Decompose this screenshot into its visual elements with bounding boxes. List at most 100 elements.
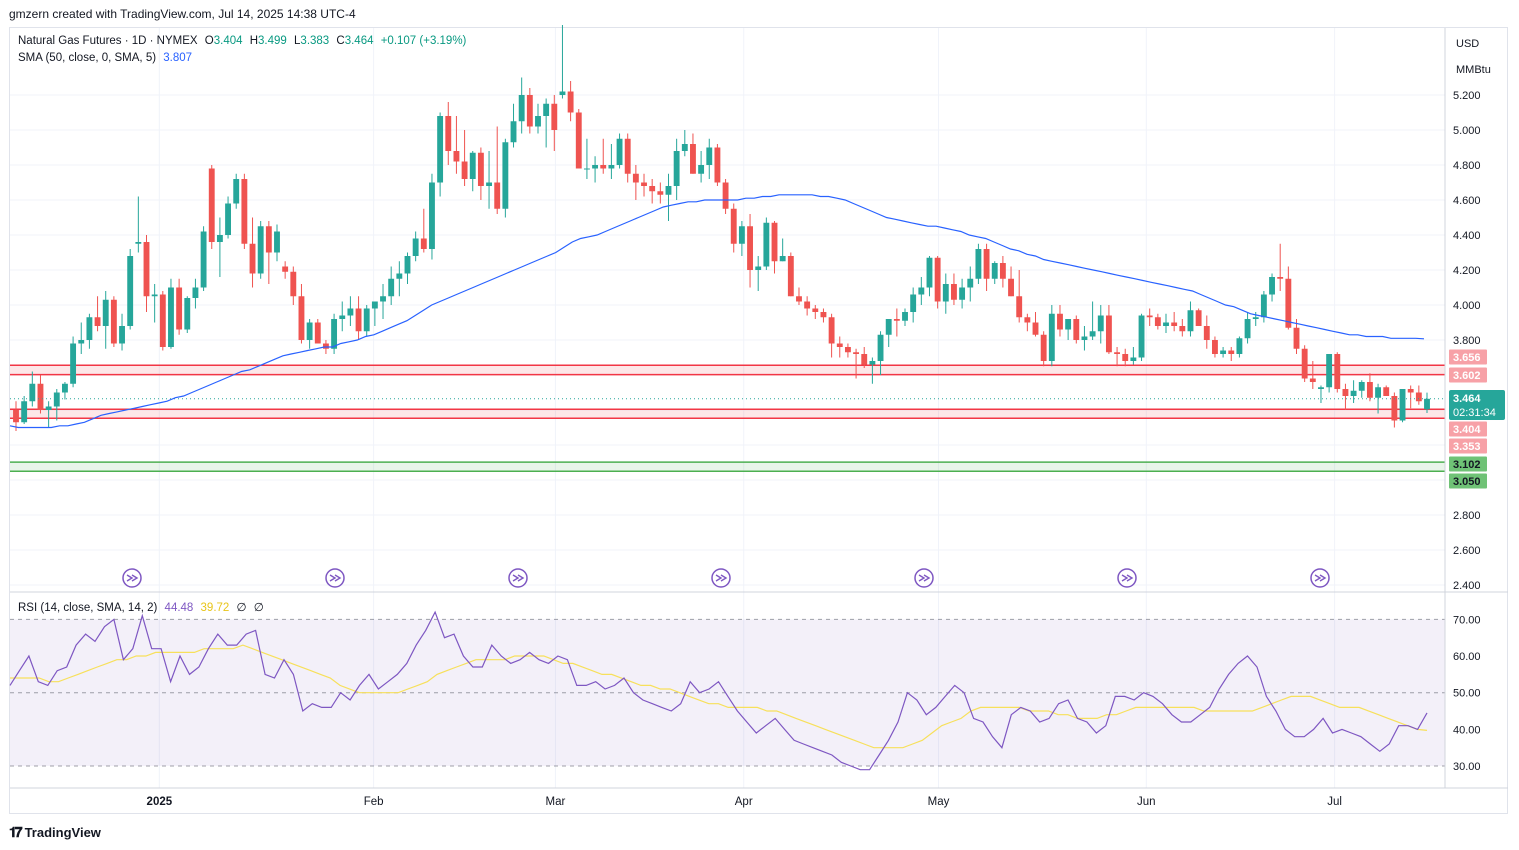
candle-body (600, 165, 607, 169)
support-label-high: 3.102 (1453, 459, 1481, 471)
candle-body (453, 151, 460, 162)
candle-body (1326, 354, 1333, 388)
candle-body (616, 138, 623, 165)
rsi-tick-label: 30.00 (1453, 761, 1481, 773)
candle-body (314, 322, 321, 344)
candle-body (877, 334, 884, 361)
candle-body (649, 186, 656, 192)
candle-body (176, 287, 183, 330)
candle-body (445, 116, 452, 151)
legend-symbol[interactable]: Natural Gas Futures · 1D · NYMEX (18, 35, 198, 47)
rsi-tick-label: 40.00 (1453, 724, 1481, 736)
candle-body (388, 278, 395, 297)
event-icon-arrows (329, 574, 342, 582)
candle-body (21, 401, 28, 423)
legend-change: +0.107 (+3.19%) (380, 35, 467, 47)
zone-label-high-bg (1449, 421, 1487, 437)
price-badges: 3.656 3.602 3.404 3.353 3.102 3.050 3.464 02:31… (1449, 349, 1505, 489)
candlestick-series (10, 25, 1445, 431)
event-markers[interactable] (122, 568, 1330, 588)
candle-body (1375, 387, 1381, 398)
sma-legend-label[interactable]: SMA (50, close, 0, SMA, 5) (18, 52, 157, 64)
date-tick-label: 2025 (147, 796, 173, 808)
candle-body (412, 238, 419, 256)
candle-body (543, 103, 550, 116)
candle-body (119, 326, 125, 344)
candle-body (714, 147, 721, 183)
price-tick-label: 4.200 (1453, 265, 1481, 277)
rsi-div-1: ∅ (236, 602, 247, 614)
price-tick-label: 4.400 (1453, 230, 1481, 242)
candle-body (1114, 352, 1121, 354)
zone-fill (10, 365, 1445, 375)
axis-unit: MMBtu (1456, 64, 1491, 76)
rollover-event-icon[interactable] (122, 568, 142, 588)
legend-open-label: O (204, 35, 214, 47)
rollover-event-icon[interactable] (711, 568, 731, 588)
last-price-badge: 3.464 (1453, 393, 1481, 405)
candle-body (1301, 348, 1308, 379)
candle-body (225, 203, 231, 235)
rollover-event-icon[interactable] (325, 568, 345, 588)
candle-body (934, 257, 941, 302)
event-icon-arrows (1121, 574, 1134, 582)
candle-body (404, 256, 411, 274)
candle-body (1424, 398, 1430, 410)
candle-body (755, 266, 762, 270)
rollover-event-icon[interactable] (914, 568, 934, 588)
candle-body (722, 182, 729, 209)
rollover-event-icon[interactable] (1117, 568, 1137, 588)
date-tick-label: Jul (1327, 796, 1342, 808)
date-tick-label: Apr (735, 796, 753, 808)
candle-body (959, 287, 966, 300)
rollover-event-icon[interactable] (1310, 568, 1330, 588)
rollover-event-icon[interactable] (508, 568, 528, 588)
rsi-tick-label: 70.00 (1453, 614, 1481, 626)
candle-body (494, 182, 501, 209)
chart-credit: gmzern created with TradingView.com, Jul… (9, 7, 356, 21)
candle-body (1008, 278, 1014, 297)
candle-body (249, 243, 256, 274)
candle-body (1383, 387, 1390, 396)
candle-body (1179, 326, 1186, 332)
candle-body (290, 271, 297, 297)
zone-label-high: 3.404 (1453, 424, 1481, 436)
axis-currency: USD (1456, 38, 1479, 50)
zone-fill (10, 409, 1445, 419)
candle-body (347, 308, 354, 316)
candle-body (575, 112, 582, 169)
candle-body (1016, 296, 1023, 318)
candle-body (102, 299, 109, 326)
price-tick-label: 4.600 (1453, 195, 1481, 207)
candle-body (265, 226, 272, 253)
sma-legend-value: 3.807 (163, 52, 193, 64)
rsi-legend-label[interactable]: RSI (14, close, SMA, 14, 2) (18, 602, 158, 614)
candle-body (592, 165, 599, 169)
candle-body (1366, 382, 1373, 398)
chart-frame[interactable] (9, 27, 1508, 814)
candle-body (787, 256, 794, 297)
price-tick-label: 5.000 (1453, 125, 1481, 137)
candle-body (208, 168, 215, 242)
candle-body (45, 406, 52, 410)
main-legend: Natural Gas Futures · 1D · NYMEX O3.404 … (18, 35, 470, 47)
candle-body (1065, 319, 1072, 330)
date-tick-label: May (928, 796, 950, 808)
candle-body (1407, 389, 1414, 393)
legend-low-label: L (294, 35, 301, 47)
zone-label-high-bg (1449, 349, 1487, 365)
candle-body (673, 151, 680, 186)
event-icon-arrows (126, 574, 139, 582)
tradingview-logo[interactable]: 𝟏𝟕 TradingView (9, 824, 101, 841)
candle-body (1081, 336, 1088, 340)
rsi-pane (9, 610, 1445, 771)
tradingview-brand: TradingView (24, 825, 101, 840)
zone-label-high: 3.656 (1453, 352, 1481, 364)
candle-body (420, 238, 427, 249)
candle-body (168, 287, 174, 347)
candle-body (918, 287, 925, 295)
zone-label-low: 3.602 (1453, 370, 1481, 382)
candle-body (779, 256, 786, 262)
price-tick-label: 5.200 (1453, 90, 1481, 102)
